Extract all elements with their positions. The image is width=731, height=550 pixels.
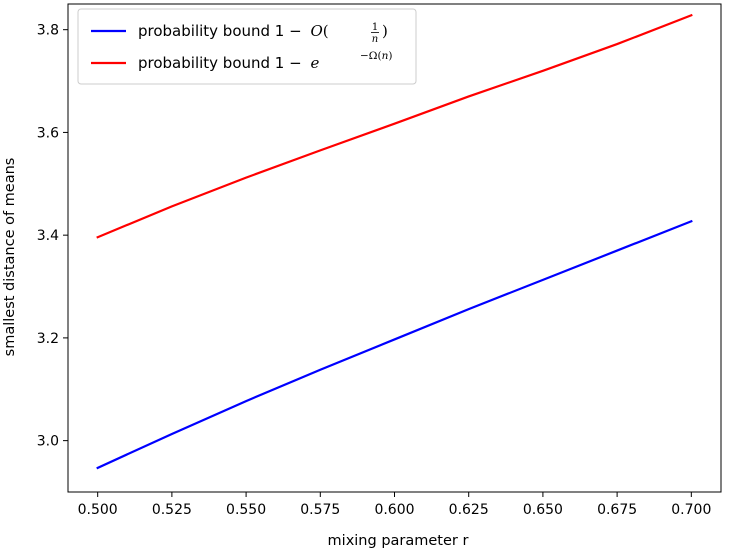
y-tick-label: 3.6 (37, 125, 59, 141)
fraction-denominator: n (372, 34, 378, 45)
x-tick-label: 0.700 (671, 502, 711, 518)
series-line-blue (96, 219, 693, 470)
axes: 0.500 0.525 0.550 0.575 0.600 0.625 0.650 0.675… (37, 3, 722, 518)
y-tick-label: 3.8 (37, 23, 59, 39)
legend-math-exponent: −Ω(n) (360, 50, 392, 62)
legend-frame (77, 8, 417, 85)
x-tick-label: 0.650 (523, 502, 563, 518)
series-line-red (96, 13, 693, 239)
x-tick-label: 0.625 (449, 502, 489, 518)
legend-math-e: e (310, 54, 319, 72)
fraction-numerator: 1 (372, 22, 378, 33)
legend-math-paren-open: ( (323, 22, 329, 40)
x-tick-label: 0.525 (152, 502, 192, 518)
y-tick-label: 3.0 (37, 434, 59, 450)
legend-label-blue: probability bound 1 − O( (138, 22, 329, 40)
x-tick-label: 0.675 (597, 502, 637, 518)
x-tick-label: 0.500 (78, 502, 118, 518)
y-tick-label: 3.4 (37, 228, 59, 244)
y-axis-title: smallest distance of means (2, 158, 18, 357)
legend-math-big-o: O (310, 22, 322, 40)
legend-label-red: probability bound 1 − e (138, 54, 319, 72)
legend: probability bound 1 − O( 1 n ) probabili… (77, 8, 417, 85)
x-tick-label: 0.600 (374, 502, 414, 518)
x-tick-label: 0.550 (226, 502, 266, 518)
legend-label-red-prefix: probability bound 1 − (138, 54, 302, 72)
legend-math-fraction: 1 n (371, 22, 379, 45)
x-axis-title: mixing parameter r (328, 533, 469, 549)
y-tick-label: 3.2 (37, 331, 59, 347)
x-tick-label: 0.575 (300, 502, 340, 518)
plot-area (96, 13, 693, 470)
legend-math-paren-close: ) (382, 22, 388, 40)
legend-label-blue-prefix: probability bound 1 − (138, 22, 302, 40)
